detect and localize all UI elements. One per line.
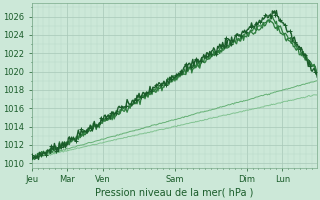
X-axis label: Pression niveau de la mer( hPa ): Pression niveau de la mer( hPa ) bbox=[95, 187, 253, 197]
